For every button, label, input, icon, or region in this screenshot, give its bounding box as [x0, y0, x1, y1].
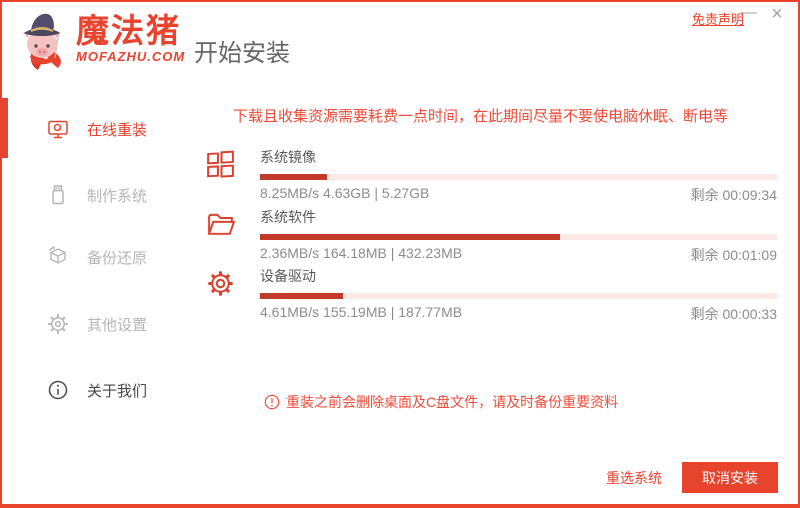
progress-fill — [260, 234, 560, 240]
sidebar-item-label: 制作系统 — [87, 187, 148, 205]
task-stats: 4.61MB/s 155.19MB | 187.77MB — [260, 304, 463, 320]
settings-gear-icon — [48, 314, 68, 334]
task-stats: 8.25MB/s 4.63GB | 5.27GB — [260, 185, 430, 201]
sidebar-item-about-us[interactable]: 关于我们 — [2, 375, 185, 405]
sidebar-item-other-settings[interactable]: 其他设置 — [2, 309, 185, 339]
task-row-system-image: 系统镜像 8.25MB/s 4.63GB | 5.27GB 剩余 00:09:3… — [205, 147, 777, 203]
close-button[interactable]: × — [771, 3, 783, 25]
progress-bar — [260, 293, 777, 299]
task-body: 系统软件 2.36MB/s 164.18MB | 432.23MB 剩余 00:… — [260, 207, 777, 265]
sidebar-item-label: 在线重装 — [87, 121, 148, 139]
progress-bar — [260, 174, 777, 180]
task-body: 系统镜像 8.25MB/s 4.63GB | 5.27GB 剩余 00:09:3… — [260, 147, 777, 205]
sidebar-item-label: 关于我们 — [87, 382, 148, 400]
task-remaining: 剩余 00:01:09 — [690, 247, 777, 263]
progress-bar — [260, 234, 777, 240]
logo-text: 魔法猪 MOFAZHU.COM — [76, 14, 185, 64]
sidebar-item-backup-restore[interactable]: 备份还原 — [2, 242, 185, 272]
sidebar-item-label: 备份还原 — [87, 249, 148, 267]
task-title: 设备驱动 — [260, 268, 316, 284]
brand-domain: MOFAZHU.COM — [76, 48, 186, 64]
pig-mascot-icon — [23, 13, 61, 70]
task-stats: 2.36MB/s 164.18MB | 432.23MB — [260, 245, 463, 261]
sidebar-item-label: 其他设置 — [87, 316, 148, 334]
app-logo: 魔法猪 MOFAZHU.COM — [14, 6, 185, 72]
active-item-indicator — [2, 98, 8, 158]
task-title: 系统镜像 — [260, 149, 316, 165]
usb-drive-icon — [52, 185, 64, 205]
disclaimer-link[interactable]: 免责声明 — [692, 12, 745, 27]
page-title: 开始安装 — [194, 40, 290, 67]
task-remaining: 剩余 00:09:34 — [690, 187, 777, 203]
minimize-button[interactable]: — — [741, 4, 757, 21]
sidebar-item-online-reinstall[interactable]: 在线重装 — [2, 114, 185, 144]
progress-fill — [260, 293, 343, 299]
driver-gear-icon — [208, 271, 233, 296]
reselect-system-button[interactable]: 重选系统 — [600, 463, 668, 493]
cancel-install-button[interactable]: 取消安装 — [682, 462, 778, 493]
online-reinstall-monitor-icon — [48, 120, 68, 139]
backup-restore-box-icon — [48, 246, 66, 264]
bottom-warning-text: 重装之前会删除桌面及C盘文件，请及时备份重要资料 — [286, 394, 619, 410]
open-folder-icon — [207, 213, 236, 235]
task-row-device-drivers: 设备驱动 4.61MB/s 155.19MB | 187.77MB 剩余 00:… — [205, 266, 777, 322]
exclamation-circle-icon — [264, 394, 280, 410]
brand-name: 魔法猪 — [76, 12, 181, 50]
progress-fill — [260, 174, 328, 180]
windows-squares-icon — [207, 150, 234, 178]
about-info-icon — [48, 380, 68, 400]
task-body: 设备驱动 4.61MB/s 155.19MB | 187.77MB 剩余 00:… — [260, 266, 777, 324]
task-title: 系统软件 — [260, 209, 316, 225]
bottom-warning: 重装之前会删除桌面及C盘文件，请及时备份重要资料 — [264, 392, 618, 412]
sidebar-item-make-system[interactable]: 制作系统 — [2, 180, 185, 210]
task-remaining: 剩余 00:00:33 — [690, 306, 777, 322]
top-warning-text: 下载且收集资源需要耗费一点时间，在此期间尽量不要使电脑休眠、断电等 — [233, 108, 729, 125]
task-row-system-software: 系统软件 2.36MB/s 164.18MB | 432.23MB 剩余 00:… — [205, 207, 777, 263]
